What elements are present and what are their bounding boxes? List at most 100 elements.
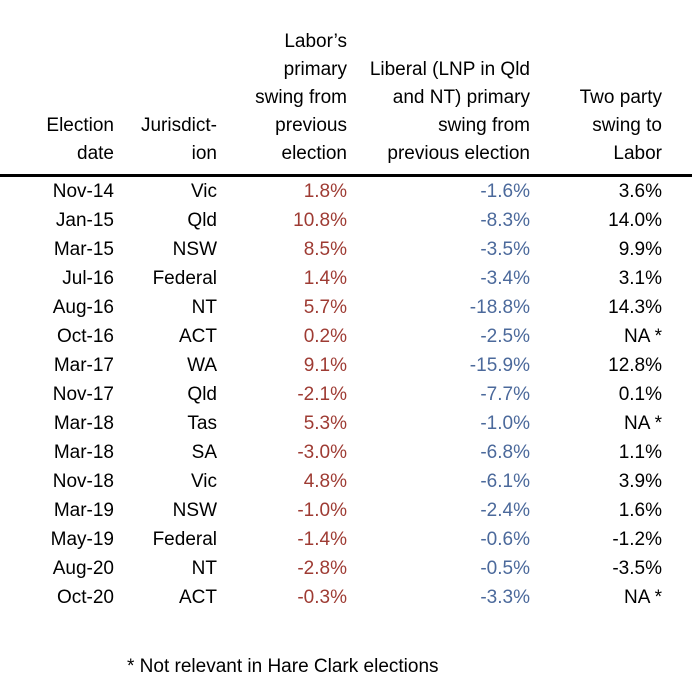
table-row: Mar-19 NSW -1.0% -2.4% 1.6%: [0, 496, 692, 525]
cell-jurisdiction: Vic: [190, 471, 217, 492]
cell-two-party-swing: 9.9%: [618, 239, 662, 260]
column-header-liberal-primary-swing: Liberal (LNP in Qld and NT) primary swing …: [352, 0, 534, 177]
table-body: Nov-14 Vic 1.8% -1.6% 3.6% Jan-15 Qld 10.8% -8.3…: [0, 176, 692, 613]
table-row: Mar-18 Tas 5.3% -1.0% NA *: [0, 409, 692, 438]
cell-election-date: Nov-18: [52, 471, 114, 492]
column-header-line: Election: [46, 115, 114, 136]
table-row: Nov-18 Vic 4.8% -6.1% 3.9%: [0, 467, 692, 496]
cell-labor-primary-swing: -3.0%: [297, 442, 347, 463]
column-header-line: primary: [283, 59, 347, 80]
column-header-line: swing from: [438, 115, 530, 136]
cell-labor-primary-swing: 1.8%: [303, 181, 347, 202]
column-header-election-date: Election date: [0, 0, 118, 177]
column-header-line: Jurisdict-: [140, 115, 217, 136]
election-swing-table: Election date Jurisdict-ion Labor’s primary s…: [0, 0, 692, 613]
table-row: Aug-16 NT 5.7% -18.8% 14.3%: [0, 293, 692, 322]
cell-labor-primary-swing: -0.3%: [297, 587, 347, 608]
cell-election-date: Nov-17: [52, 384, 114, 405]
cell-liberal-primary-swing: -6.1%: [480, 471, 530, 492]
cell-election-date: Jul-16: [62, 268, 114, 289]
cell-election-date: May-19: [50, 529, 114, 550]
column-header-labor-primary-swing: Labor’s primary swing from previous election: [222, 0, 352, 177]
column-header-line: swing from: [255, 87, 347, 108]
cell-jurisdiction: NT: [191, 297, 217, 318]
cell-two-party-swing: 3.1%: [618, 268, 662, 289]
cell-two-party-swing: -3.5%: [612, 558, 662, 579]
column-header-line: ion: [191, 143, 217, 164]
cell-liberal-primary-swing: -1.6%: [480, 181, 530, 202]
cell-two-party-swing: NA *: [623, 587, 662, 608]
cell-jurisdiction: Qld: [187, 210, 217, 231]
cell-jurisdiction: NSW: [172, 500, 217, 521]
cell-liberal-primary-swing: -1.0%: [480, 413, 530, 434]
table-header-row: Election date Jurisdict-ion Labor’s primary s…: [0, 0, 692, 177]
cell-election-date: Aug-16: [52, 297, 114, 318]
cell-labor-primary-swing: 10.8%: [293, 210, 347, 231]
cell-labor-primary-swing: 4.8%: [303, 471, 347, 492]
cell-two-party-swing: 3.9%: [618, 471, 662, 492]
cell-two-party-swing: 1.6%: [618, 500, 662, 521]
column-header-line: election: [281, 143, 348, 164]
cell-liberal-primary-swing: -2.4%: [480, 500, 530, 521]
column-header-line: date: [77, 143, 114, 164]
footnote: * Not relevant in Hare Clark elections: [127, 656, 439, 677]
table-row: Jan-15 Qld 10.8% -8.3% 14.0%: [0, 206, 692, 235]
cell-election-date: Mar-19: [53, 500, 114, 521]
table-row: Aug-20 NT -2.8% -0.5% -3.5%: [0, 554, 692, 583]
cell-jurisdiction: NSW: [172, 239, 217, 260]
cell-election-date: Oct-20: [56, 587, 114, 608]
cell-two-party-swing: 14.0%: [608, 210, 662, 231]
cell-labor-primary-swing: -2.8%: [297, 558, 347, 579]
cell-liberal-primary-swing: -18.8%: [469, 297, 530, 318]
cell-labor-primary-swing: 0.2%: [303, 326, 347, 347]
cell-labor-primary-swing: 5.7%: [303, 297, 347, 318]
table-row: Mar-17 WA 9.1% -15.9% 12.8%: [0, 351, 692, 380]
cell-two-party-swing: 1.1%: [618, 442, 662, 463]
cell-jurisdiction: Tas: [187, 413, 217, 434]
cell-jurisdiction: Qld: [187, 384, 217, 405]
cell-liberal-primary-swing: -3.4%: [480, 268, 530, 289]
cell-labor-primary-swing: 5.3%: [303, 413, 347, 434]
column-header-line: Two party: [579, 87, 662, 108]
column-header-two-party-swing: Two party swing to Labor: [534, 0, 692, 177]
table-row: Oct-16 ACT 0.2% -2.5% NA *: [0, 322, 692, 351]
cell-jurisdiction: NT: [191, 558, 217, 579]
cell-election-date: Oct-16: [56, 326, 114, 347]
cell-liberal-primary-swing: -3.3%: [480, 587, 530, 608]
column-header-jurisdiction: Jurisdict-ion: [118, 0, 222, 177]
column-header-line: Labor’s: [284, 31, 347, 52]
cell-jurisdiction: SA: [191, 442, 217, 463]
table-row: Nov-17 Qld -2.1% -7.7% 0.1%: [0, 380, 692, 409]
column-header-line: previous election: [387, 143, 530, 164]
cell-jurisdiction: Vic: [190, 181, 217, 202]
cell-two-party-swing: 12.8%: [608, 355, 662, 376]
cell-two-party-swing: NA *: [623, 413, 662, 434]
column-header-line: Liberal (LNP in Qld: [369, 59, 530, 80]
cell-liberal-primary-swing: -3.5%: [480, 239, 530, 260]
cell-election-date: Jan-15: [55, 210, 114, 231]
column-header-line: Labor: [613, 143, 662, 164]
cell-labor-primary-swing: -1.4%: [297, 529, 347, 550]
column-header-line: and NT) primary: [392, 87, 530, 108]
cell-jurisdiction: Federal: [152, 529, 217, 550]
cell-jurisdiction: ACT: [179, 587, 217, 608]
cell-jurisdiction: WA: [187, 355, 217, 376]
cell-liberal-primary-swing: -0.6%: [480, 529, 530, 550]
cell-jurisdiction: Federal: [152, 268, 217, 289]
cell-liberal-primary-swing: -15.9%: [469, 355, 530, 376]
table-row: Mar-18 SA -3.0% -6.8% 1.1%: [0, 438, 692, 467]
cell-labor-primary-swing: 9.1%: [303, 355, 347, 376]
cell-liberal-primary-swing: -2.5%: [480, 326, 530, 347]
cell-election-date: Mar-18: [53, 442, 114, 463]
table-row: May-19 Federal -1.4% -0.6% -1.2%: [0, 525, 692, 554]
cell-election-date: Mar-17: [53, 355, 114, 376]
cell-jurisdiction: ACT: [179, 326, 217, 347]
table-row: Mar-15 NSW 8.5% -3.5% 9.9%: [0, 235, 692, 264]
cell-labor-primary-swing: -2.1%: [297, 384, 347, 405]
column-header-line: swing to: [592, 115, 662, 136]
cell-labor-primary-swing: 8.5%: [303, 239, 347, 260]
cell-two-party-swing: NA *: [623, 326, 662, 347]
cell-election-date: Mar-15: [53, 239, 114, 260]
table-header: Election date Jurisdict-ion Labor’s primary s…: [0, 0, 692, 177]
